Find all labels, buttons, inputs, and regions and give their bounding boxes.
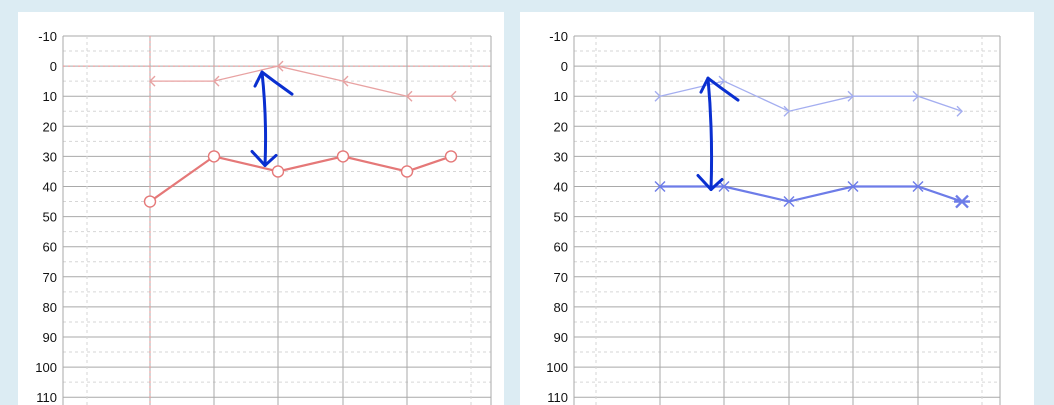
y-tick-label: 20 [43,119,57,134]
data-point [444,150,458,163]
y-tick-label: 100 [546,360,568,375]
double-arrow-annotation [696,76,740,192]
right-ear-audiogram: -10 0 10 20 30 40 50 60 70 80 90 100 110 [520,12,1034,405]
marker-stroke [718,181,730,192]
marker-stroke [912,181,924,192]
left-ear-audiogram: -10 0 10 20 30 40 50 60 70 80 90 100 110 [18,12,504,405]
y-tick-label: 70 [43,270,57,285]
y-tick-label: 110 [36,390,57,405]
double-arrow-annotation [250,70,294,167]
marker-stroke [783,196,795,208]
y-tick-label: 110 [547,390,568,405]
data-point [143,195,157,208]
y-tick-label: 60 [43,240,57,255]
data-point [213,75,220,87]
data-point [783,196,795,208]
data-point [847,181,859,192]
series-line [149,155,452,203]
y-tick-label: 10 [554,89,568,104]
marker-stroke [847,181,859,192]
y-tick-label: 40 [43,180,57,195]
y-tick-label: 80 [554,300,568,315]
y-tick-label: 0 [50,59,57,74]
y-tick-label: 30 [554,149,568,164]
data-point [718,181,730,192]
data-point [450,90,457,102]
data-point [718,75,725,87]
y-tick-label: 90 [554,330,568,345]
marker-stroke [654,181,666,192]
y-tick-label: 50 [554,210,568,225]
y-tick-label: -10 [38,29,57,44]
panel-background [520,12,1034,405]
arrow-head-top [253,70,294,96]
arrow-shaft [260,70,268,167]
y-tick-label: 10 [43,89,57,104]
data-point [654,90,661,102]
data-point [654,181,666,192]
y-tick-label: 70 [554,270,568,285]
y-tick-label: 80 [43,300,57,315]
y-tick-label: 50 [43,210,57,225]
data-point [271,165,285,178]
y-tick-label: 20 [554,119,568,134]
data-point [207,150,221,163]
arrow-head-bottom [250,149,278,167]
series-line [150,65,451,97]
data-point [336,150,350,163]
arrow-shaft [706,76,714,192]
y-tick-label: 40 [554,180,568,195]
data-point [277,60,284,72]
data-point [847,90,854,102]
data-point [783,105,790,117]
arrow-head-top [699,76,740,102]
y-tick-label: 0 [561,59,568,74]
y-tick-label: 90 [43,330,57,345]
panel-background [18,12,504,405]
data-point [954,194,970,209]
data-point [400,165,414,178]
data-point [342,75,349,87]
data-point [912,181,924,192]
y-tick-label: 100 [35,360,57,375]
data-point [956,105,963,117]
data-point [912,90,919,102]
data-point [406,90,413,102]
y-tick-label: 30 [43,149,57,164]
y-tick-label: -10 [549,29,568,44]
y-tick-label: 60 [554,240,568,255]
arrow-head-bottom [696,174,724,192]
data-point [149,75,156,87]
